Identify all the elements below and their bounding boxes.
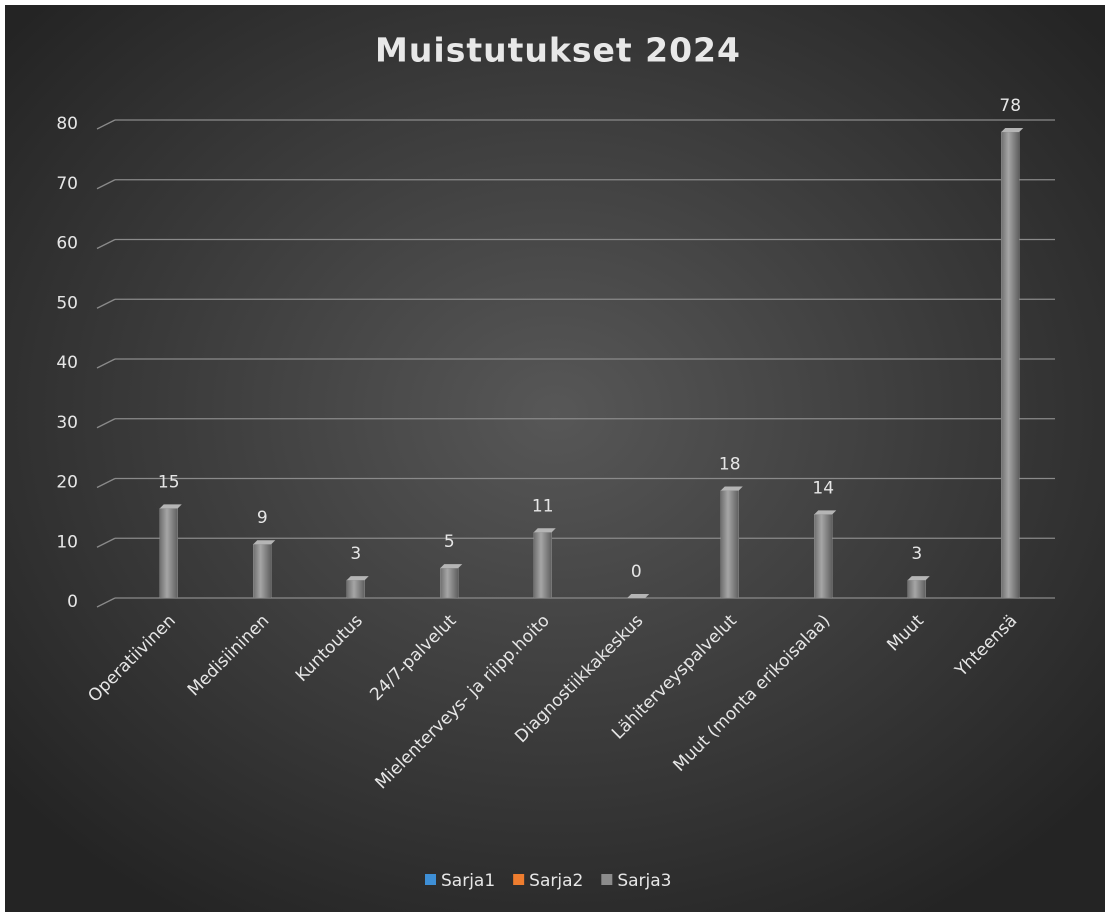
data-label: 5 xyxy=(444,532,455,552)
bar xyxy=(440,567,459,599)
bar xyxy=(533,532,552,599)
data-label: 3 xyxy=(350,544,361,564)
y-tick-label: 80 xyxy=(56,114,78,134)
y-tick-label: 70 xyxy=(56,174,78,194)
bar xyxy=(253,543,272,599)
grid-line-depth xyxy=(96,179,116,190)
legend-label: Sarja3 xyxy=(617,871,671,891)
chart-background xyxy=(5,5,1105,912)
bar-top xyxy=(814,510,837,515)
grid-line-depth xyxy=(96,477,116,489)
grid-line-depth xyxy=(96,597,116,608)
data-label: 78 xyxy=(999,96,1021,116)
data-label: 0 xyxy=(631,562,642,582)
bar-top xyxy=(253,540,276,545)
bar-top xyxy=(1001,127,1024,132)
legend-marker xyxy=(601,874,613,885)
legend-label: Sarja2 xyxy=(529,871,583,891)
y-tick-label: 20 xyxy=(56,473,78,493)
data-label: 11 xyxy=(532,496,554,516)
bar-top xyxy=(720,486,743,491)
data-label: 14 xyxy=(812,478,834,498)
data-label: 9 xyxy=(257,508,268,528)
bar xyxy=(1001,131,1020,599)
grid-line-depth xyxy=(96,358,116,369)
data-label: 3 xyxy=(911,544,922,564)
chart-title: Muistutukset 2024 xyxy=(375,31,741,70)
bar-top xyxy=(440,564,463,569)
data-label: 18 xyxy=(719,454,741,474)
y-tick-label: 50 xyxy=(56,293,78,313)
legend-marker xyxy=(425,874,436,885)
bar-top xyxy=(346,576,369,581)
grid-line-depth xyxy=(96,119,116,130)
bar xyxy=(346,579,365,599)
data-label: 15 xyxy=(158,472,180,492)
y-tick-label: 60 xyxy=(56,234,78,254)
bar xyxy=(159,508,178,599)
bar-top xyxy=(159,504,182,509)
bar-top xyxy=(627,594,650,598)
grid-line-depth xyxy=(96,418,116,429)
bar-top xyxy=(533,528,556,533)
y-tick-label: 10 xyxy=(56,532,78,552)
grid-line-depth xyxy=(96,537,116,548)
legend-label: Sarja1 xyxy=(441,871,495,891)
bar-top xyxy=(907,576,930,581)
bar xyxy=(907,579,926,599)
y-tick-label: 0 xyxy=(67,592,78,612)
bar xyxy=(814,514,833,599)
y-tick-label: 30 xyxy=(56,413,78,433)
grid-line-depth xyxy=(96,298,116,309)
bar xyxy=(720,490,739,599)
legend-marker xyxy=(513,874,525,885)
grid-line-depth xyxy=(96,238,116,250)
y-tick-label: 40 xyxy=(56,353,78,373)
